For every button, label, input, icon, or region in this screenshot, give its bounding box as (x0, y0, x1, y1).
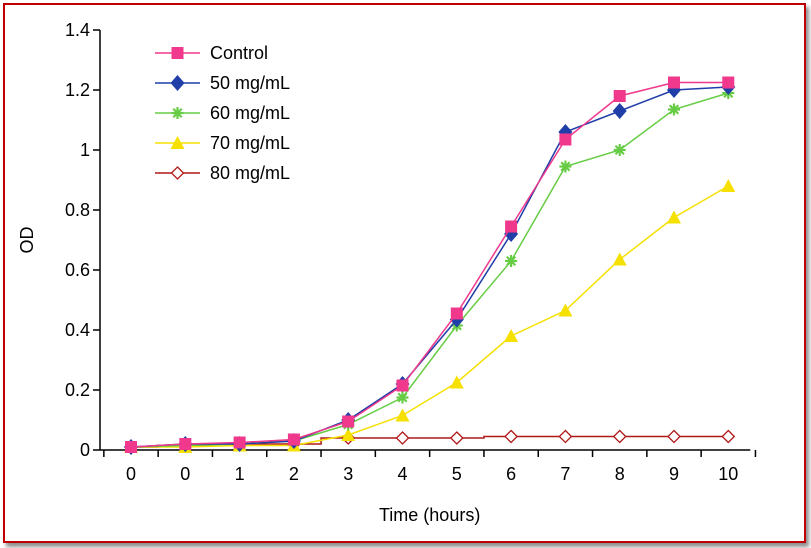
x-tick-label: 6 (506, 464, 516, 484)
data-point (667, 429, 681, 444)
y-tick-label: 0.4 (65, 320, 90, 340)
data-point (668, 76, 680, 89)
data-point (721, 429, 736, 444)
x-tick-label: 0 (126, 464, 136, 484)
data-point (396, 391, 409, 404)
series-70-mg-ml (124, 179, 736, 453)
data-point (396, 379, 409, 392)
data-point (667, 210, 681, 224)
series-control (125, 76, 735, 453)
chart-frame: 0 0.2 0.4 0.6 0.8 1 1.2 1.4 0 0 1 2 3 4 5 6 7 8 9 10 OD Ti… (3, 3, 806, 543)
data-point (505, 220, 518, 233)
data-point (450, 307, 463, 320)
legend-marker (171, 107, 184, 119)
legend-item: 70 mg/mL (155, 133, 290, 153)
legend-label: Control (210, 43, 268, 63)
legend-marker (170, 136, 185, 149)
legend-item: 60 mg/mL (155, 103, 290, 123)
data-point (449, 431, 464, 445)
series-line (131, 185, 729, 448)
data-point (449, 375, 464, 389)
line-chart: 0 0.2 0.4 0.6 0.8 1 1.2 1.4 0 0 1 2 3 4 5 6 7 8 9 10 OD Ti… (17, 20, 757, 525)
y-tick-label: 0 (80, 440, 90, 460)
data-point (179, 438, 192, 450)
data-point (395, 431, 410, 445)
y-tick-label: 0.8 (65, 200, 90, 220)
data-point (233, 436, 246, 449)
legend-label: 50 mg/mL (210, 73, 290, 93)
data-point (125, 441, 137, 453)
data-point (287, 433, 300, 446)
axes (99, 30, 751, 451)
data-point (559, 160, 572, 173)
x-tick-label: 3 (343, 464, 353, 484)
data-point (395, 408, 410, 422)
x-tick-label: 4 (397, 464, 407, 484)
legend-label: 60 mg/mL (210, 103, 290, 123)
series-line (130, 86, 729, 448)
legend-label: 70 mg/mL (210, 133, 290, 153)
y-axis-title: OD (17, 226, 37, 253)
data-point (668, 103, 680, 116)
data-point (558, 303, 573, 317)
x-ticks: 0 0 1 2 3 4 5 6 7 8 9 10 (103, 450, 757, 484)
x-tick-label: 8 (615, 464, 625, 484)
x-tick-label: 0 (180, 464, 190, 484)
data-point (722, 76, 735, 89)
data-point (613, 144, 626, 156)
y-tick-label: 1.4 (65, 20, 90, 40)
legend-item: 80 mg/mL (155, 163, 290, 183)
data-point (558, 429, 573, 444)
data-point (505, 255, 518, 267)
data-point (613, 90, 626, 102)
y-tick-label: 0.6 (65, 260, 90, 280)
legend: Control 50 mg/mL 60 mg/mL 70 mg/mL 80 mg/mL (155, 43, 290, 183)
x-tick-label: 5 (452, 464, 462, 484)
x-tick-label: 10 (718, 464, 738, 484)
legend-label: 80 mg/mL (210, 163, 290, 183)
data-point (612, 103, 627, 119)
legend-item: Control (155, 43, 268, 63)
x-tick-label: 2 (289, 464, 299, 484)
legend-marker (171, 47, 184, 59)
x-tick-label: 9 (669, 464, 679, 484)
data-point (559, 133, 572, 146)
data-point (342, 415, 355, 428)
x-tick-label: 1 (235, 464, 245, 484)
legend-marker (170, 75, 185, 91)
data-point (504, 429, 519, 444)
x-tick-label: 7 (560, 464, 570, 484)
data-point (721, 179, 736, 192)
data-point (612, 252, 627, 266)
series-line (130, 81, 729, 448)
y-tick-label: 0.2 (65, 380, 90, 400)
legend-item: 50 mg/mL (155, 73, 290, 93)
y-tick-label: 1.2 (65, 80, 90, 100)
data-point (612, 429, 627, 444)
data-point (504, 329, 519, 342)
y-tick-label: 1 (80, 140, 90, 160)
x-axis-title: Time (hours) (379, 505, 480, 525)
data-point (341, 428, 356, 441)
y-ticks: 0 0.2 0.4 0.6 0.8 1 1.2 1.4 (65, 20, 100, 460)
legend-marker (170, 166, 185, 180)
series-layer (124, 76, 736, 455)
